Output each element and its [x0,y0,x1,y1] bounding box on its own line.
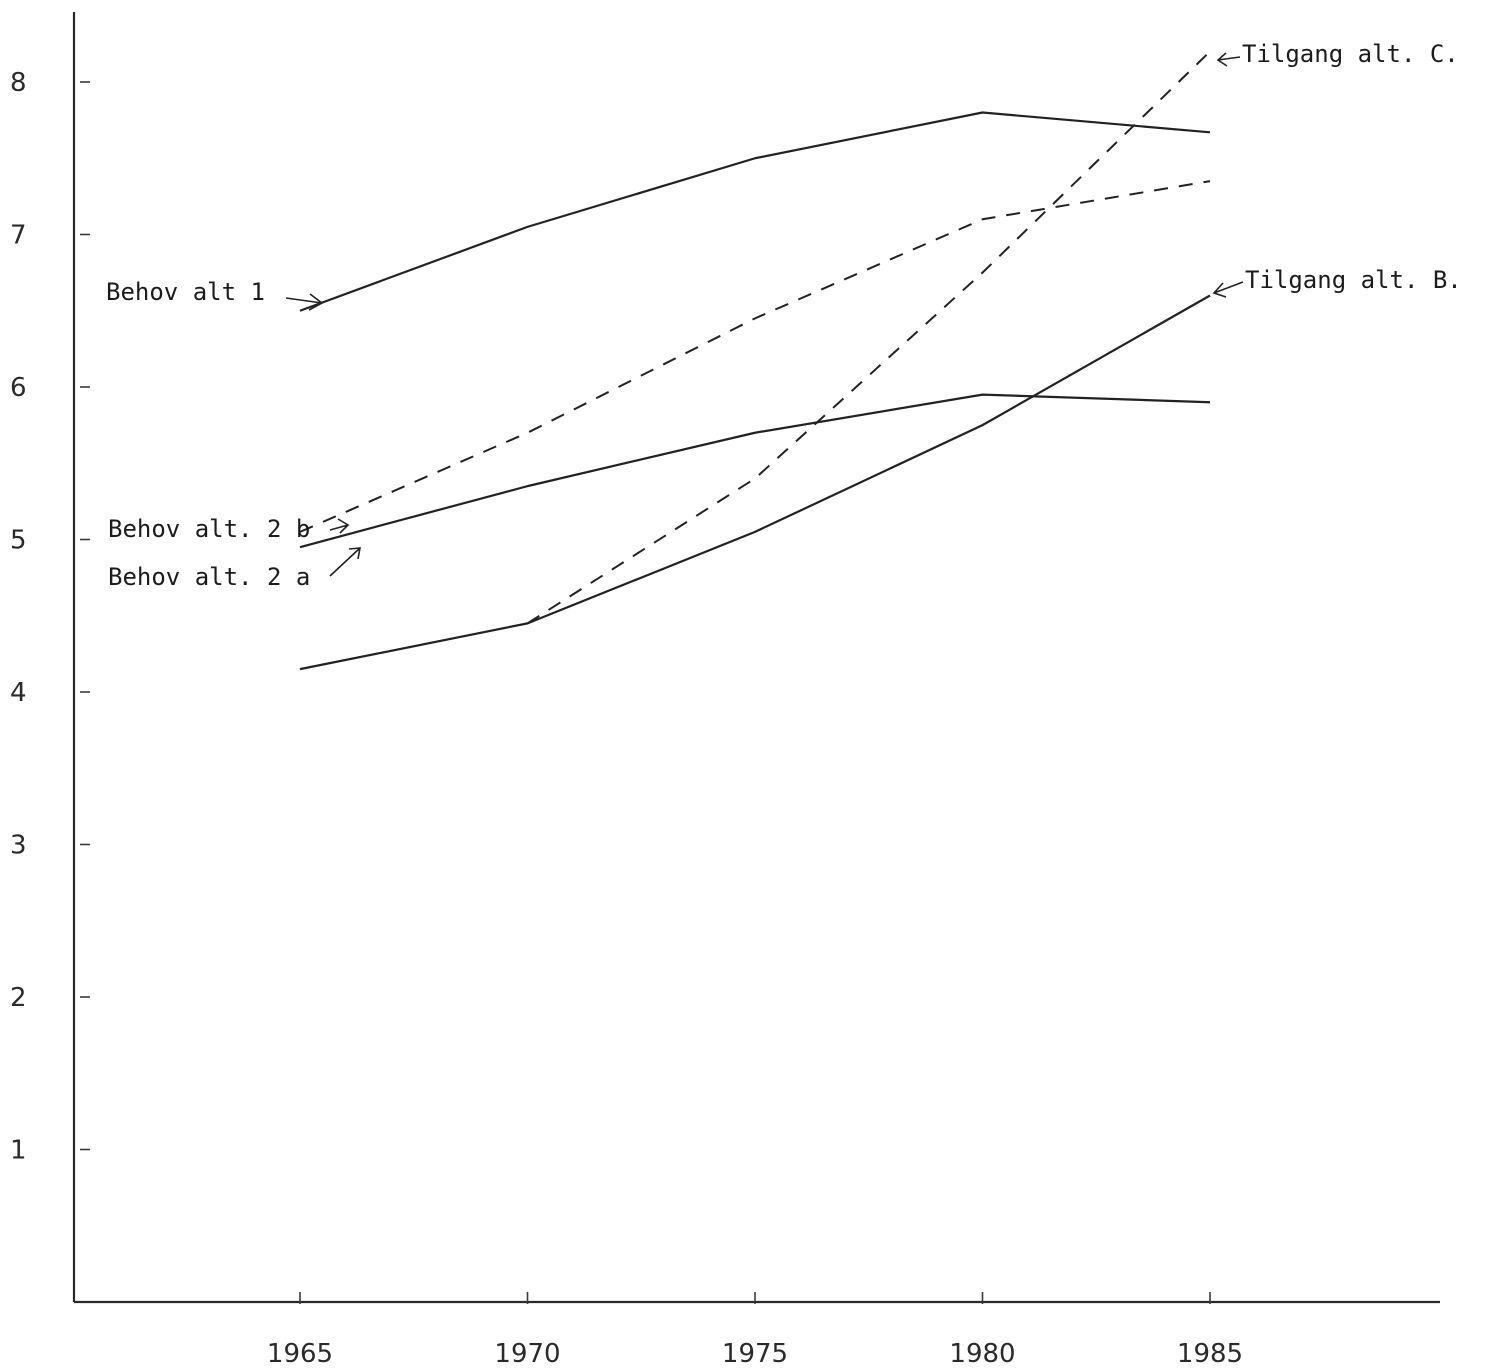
series-line-behov-alt-2-b [299,180,1211,533]
arrow-behov-alt-1 [285,293,324,311]
y-tick-label: 2 [10,983,27,1013]
chart-axes [72,12,1440,1304]
x-tick-label: 1970 [494,1339,560,1369]
series-line-tilgang-alt-b [299,294,1211,671]
series-lines [299,50,1211,671]
y-ticks: 1 2 3 4 5 6 7 8 [10,68,90,1166]
x-ticks: 1965 1970 1975 1980 1985 [267,1292,1243,1369]
x-tick-label: 1980 [949,1339,1015,1369]
arrow-behov-alt-2b [329,518,350,534]
x-tick-label: 1985 [1177,1339,1243,1369]
series-line-tilgang-alt-c [526,50,1211,625]
arrow-behov-alt-2a [329,547,361,577]
series-line-behov-alt-2-a [299,393,1211,549]
y-tick-label: 8 [10,68,27,98]
arrow-tilgang-alt-b [1212,281,1244,298]
annotation-behov-alt-1: Behov alt 1 [106,278,265,306]
y-tick-label: 3 [10,831,27,861]
x-tick-label: 1965 [267,1339,333,1369]
series-line-behov-alt-1 [299,111,1211,312]
annotation-behov-alt-2b: Behov alt. 2 b [108,515,310,543]
annotations: Behov alt 1 Behov alt. 2 b Behov alt. 2 … [106,40,1462,591]
annotation-tilgang-alt-b: Tilgang alt. B. [1245,266,1462,294]
x-tick-label: 1975 [722,1339,788,1369]
y-tick-label: 4 [10,678,27,708]
y-tick-label: 6 [10,373,27,403]
annotation-behov-alt-2a: Behov alt. 2 a [108,563,310,591]
y-tick-label: 7 [10,221,27,251]
annotation-tilgang-alt-c: Tilgang alt. C. [1242,40,1459,68]
y-tick-label: 1 [10,1136,27,1166]
y-tick-label: 5 [10,526,27,556]
arrow-tilgang-alt-c [1216,52,1241,67]
